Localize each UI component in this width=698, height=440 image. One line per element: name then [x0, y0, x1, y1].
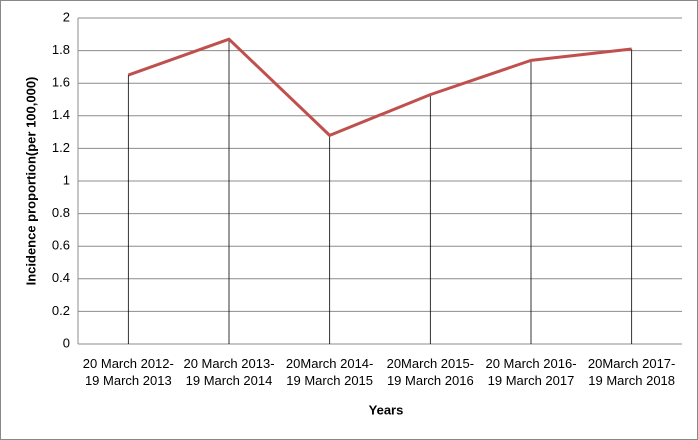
- x-tick-label: 20March 2015- 19 March 2016: [386, 356, 475, 388]
- x-tick-label: 20 March 2016- 19 March 2017: [485, 356, 577, 388]
- y-tick-label: 1.4: [52, 107, 70, 122]
- y-tick-label: 1.6: [52, 75, 70, 90]
- x-tick-label: 20March 2017- 19 March 2018: [587, 356, 676, 388]
- y-tick-label: 0.8: [52, 205, 70, 220]
- y-tick-label: 0.4: [52, 270, 70, 285]
- y-tick-label: 1.2: [52, 140, 70, 155]
- data-line: [127, 37, 632, 137]
- y-tick-label: 0.2: [52, 303, 70, 318]
- x-tick-label: 20March 2014- 19 March 2015: [285, 356, 374, 388]
- x-tick-label: 20 March 2012- 19 March 2013: [82, 356, 174, 388]
- x-axis-title: Years: [369, 402, 404, 417]
- y-tick-label: 1: [63, 172, 70, 187]
- y-tick-label: 2: [63, 9, 70, 24]
- x-tick-label: 20 March 2013- 19 March 2014: [183, 356, 275, 388]
- y-tick-label: 0: [63, 335, 70, 350]
- y-tick-label: 1.8: [52, 42, 70, 57]
- y-tick-label: 0.6: [52, 238, 70, 253]
- y-axis-title: Incidence proportion(per 100,000): [23, 77, 38, 286]
